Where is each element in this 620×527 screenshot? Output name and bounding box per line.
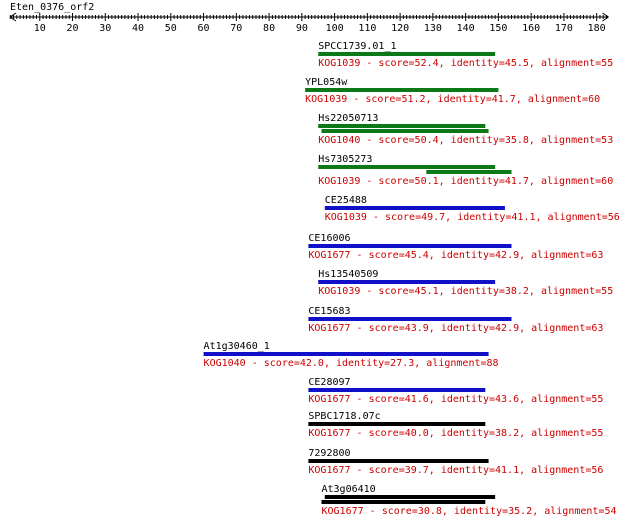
ruler-tick-label: 30 bbox=[99, 23, 111, 34]
ruler-tick-label: 100 bbox=[326, 23, 344, 34]
ruler-tick-label: 170 bbox=[555, 23, 573, 34]
hit-row[interactable]: CE28097 KOG1677 - score=41.6, identity=43… bbox=[308, 377, 603, 405]
alignment-bar[interactable] bbox=[308, 422, 486, 426]
hit-row[interactable]: Hs22050713 KOG1040 - score=50.4, identity… bbox=[318, 113, 613, 146]
alignment-bar[interactable] bbox=[308, 244, 512, 248]
ruler-tick-label: 140 bbox=[457, 23, 475, 34]
hit-name[interactable]: YPL054w bbox=[305, 77, 348, 88]
hit-name[interactable]: Hs13540509 bbox=[318, 269, 378, 280]
hit-description: KOG1677 - score=41.6, identity=43.6, ali… bbox=[308, 394, 603, 405]
query-name: Eten_0376_orf2 bbox=[10, 2, 94, 13]
hit-description: KOG1677 - score=39.7, identity=41.1, ali… bbox=[308, 465, 603, 476]
hit-name[interactable]: SPBC1718.07c bbox=[308, 411, 380, 422]
ruler-tick-label: 60 bbox=[198, 23, 210, 34]
hit-description: KOG1039 - score=52.4, identity=45.5, ali… bbox=[318, 58, 613, 69]
alignment-bar[interactable] bbox=[308, 317, 512, 321]
alignment-bar[interactable] bbox=[203, 352, 489, 356]
hit-row[interactable]: CE15683 KOG1677 - score=43.9, identity=42… bbox=[308, 306, 603, 334]
hit-list: SPCC1739.01_1 KOG1039 - score=52.4, ident… bbox=[203, 41, 620, 517]
alignment-bar[interactable] bbox=[318, 124, 486, 128]
alignment-bar[interactable] bbox=[324, 495, 496, 499]
alignment-bar[interactable] bbox=[324, 206, 505, 210]
hit-row[interactable]: At3g06410 KOG1677 - score=30.8, identity=… bbox=[321, 484, 617, 517]
hit-description: KOG1677 - score=45.4, identity=42.9, ali… bbox=[308, 250, 603, 261]
ruler-tick-label: 130 bbox=[424, 23, 442, 34]
hit-row[interactable]: Hs7305273 KOG1039 - score=50.1, identity=… bbox=[318, 154, 613, 187]
ruler-tick-label: 110 bbox=[358, 23, 376, 34]
ruler-tick-label: 160 bbox=[522, 23, 540, 34]
hit-name[interactable]: Hs22050713 bbox=[318, 113, 378, 124]
hit-description: KOG1039 - score=51.2, identity=41.7, ali… bbox=[305, 94, 600, 105]
hit-name[interactable]: SPCC1739.01_1 bbox=[318, 41, 396, 52]
hit-name[interactable]: At3g06410 bbox=[321, 484, 375, 495]
alignment-bar[interactable] bbox=[308, 459, 489, 463]
hit-description: KOG1040 - score=42.0, identity=27.3, ali… bbox=[204, 358, 499, 369]
position-ruler: 10 20 30 40 50 60 70 80 90 100 110 120 130 140 150 160 1… bbox=[9, 12, 609, 34]
hit-row[interactable]: CE16006 KOG1677 - score=45.4, identity=42… bbox=[308, 233, 603, 261]
hit-description: KOG1677 - score=43.9, identity=42.9, ali… bbox=[308, 323, 603, 334]
alignment-bar[interactable] bbox=[321, 500, 486, 504]
hit-name[interactable]: At1g30460_1 bbox=[204, 341, 270, 352]
ruler-tick-label: 10 bbox=[34, 23, 46, 34]
hit-name[interactable]: CE16006 bbox=[308, 233, 350, 244]
alignment-bar[interactable] bbox=[318, 52, 496, 56]
hit-row[interactable]: 7292800 KOG1677 - score=39.7, identity=41… bbox=[308, 448, 603, 476]
ruler-right-arrow bbox=[602, 12, 609, 22]
alignment-bar[interactable] bbox=[308, 388, 486, 392]
hit-description: KOG1039 - score=50.1, identity=41.7, ali… bbox=[318, 176, 613, 187]
ruler-tick-label: 180 bbox=[588, 23, 606, 34]
hit-name[interactable]: CE25488 bbox=[325, 195, 367, 206]
hit-row[interactable]: SPBC1718.07c KOG1677 - score=40.0, identi… bbox=[308, 411, 603, 439]
hit-name[interactable]: CE28097 bbox=[308, 377, 350, 388]
hit-name[interactable]: 7292800 bbox=[308, 448, 350, 459]
alignment-bar[interactable] bbox=[321, 129, 489, 133]
ruler-tick-label: 50 bbox=[165, 23, 177, 34]
alignment-bar[interactable] bbox=[318, 165, 496, 169]
hit-name[interactable]: CE15683 bbox=[308, 306, 350, 317]
alignment-bar[interactable] bbox=[426, 170, 512, 174]
ruler-tick-label: 40 bbox=[132, 23, 144, 34]
alignment-bar[interactable] bbox=[318, 280, 496, 284]
hit-row[interactable]: SPCC1739.01_1 KOG1039 - score=52.4, ident… bbox=[318, 41, 613, 69]
hit-row[interactable]: Hs13540509 KOG1039 - score=45.1, identity… bbox=[318, 269, 613, 297]
ruler-tick-label: 70 bbox=[230, 23, 242, 34]
ruler-tick-label: 120 bbox=[391, 23, 409, 34]
hit-description: KOG1677 - score=30.8, identity=35.2, ali… bbox=[321, 506, 616, 517]
ruler-tick-label: 20 bbox=[66, 23, 78, 34]
ruler-left-arrow bbox=[9, 12, 17, 22]
ruler-tick-label: 80 bbox=[263, 23, 275, 34]
hit-row[interactable]: At1g30460_1 KOG1040 - score=42.0, identit… bbox=[203, 341, 499, 369]
hit-row[interactable]: YPL054w KOG1039 - score=51.2, identity=41… bbox=[305, 77, 600, 105]
hit-name[interactable]: Hs7305273 bbox=[318, 154, 372, 165]
hit-description: KOG1039 - score=49.7, identity=41.1, ali… bbox=[325, 212, 620, 223]
hit-description: KOG1039 - score=45.1, identity=38.2, ali… bbox=[318, 286, 613, 297]
hit-description: KOG1040 - score=50.4, identity=35.8, ali… bbox=[318, 135, 613, 146]
hit-row[interactable]: CE25488 KOG1039 - score=49.7, identity=41… bbox=[324, 195, 620, 223]
ruler-tick-label: 90 bbox=[296, 23, 308, 34]
ruler-tick-label: 150 bbox=[489, 23, 507, 34]
hit-description: KOG1677 - score=40.0, identity=38.2, ali… bbox=[308, 428, 603, 439]
alignment-bar[interactable] bbox=[305, 88, 499, 92]
